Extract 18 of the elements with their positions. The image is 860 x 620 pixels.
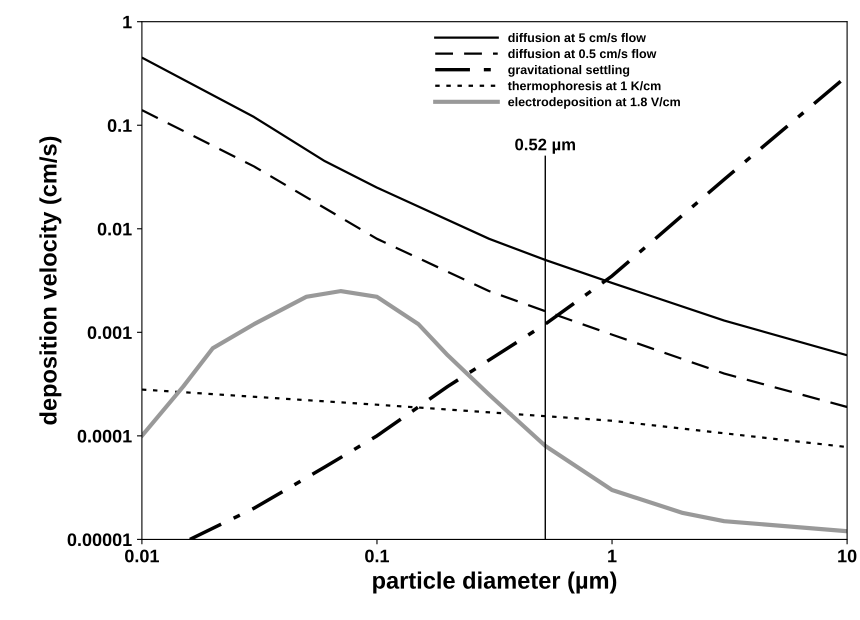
y-tick-label: 1 bbox=[123, 16, 132, 28]
x-tick-label: 1 bbox=[608, 550, 617, 562]
y-tick-label: 0.01 bbox=[98, 222, 132, 236]
x-tick-label: 10 bbox=[838, 550, 856, 562]
y-tick-label: 0.0001 bbox=[78, 430, 132, 443]
x-axis-title: particle diameter (µm) bbox=[373, 572, 616, 594]
legend-label: electrodeposition at 1.8 V/cm bbox=[508, 97, 680, 109]
y-tick-label: 0.00001 bbox=[68, 533, 132, 546]
y-tick-label: 0.1 bbox=[108, 119, 132, 132]
y-tick-label: 0.001 bbox=[88, 326, 132, 340]
x-tick-label: 0.01 bbox=[125, 550, 159, 562]
ref-line-label: 0.52 µm bbox=[515, 138, 575, 154]
legend-label: gravitational settling bbox=[508, 65, 630, 77]
y-axis-title: deposition velocity (cm/s) bbox=[39, 136, 62, 425]
legend-label: diffusion at 0.5 cm/s flow bbox=[508, 48, 656, 58]
legend-label: thermophoresis at 1 K/cm bbox=[508, 81, 660, 93]
x-tick-label: 0.1 bbox=[365, 550, 390, 562]
legend-label: diffusion at 5 cm/s flow bbox=[508, 32, 646, 42]
